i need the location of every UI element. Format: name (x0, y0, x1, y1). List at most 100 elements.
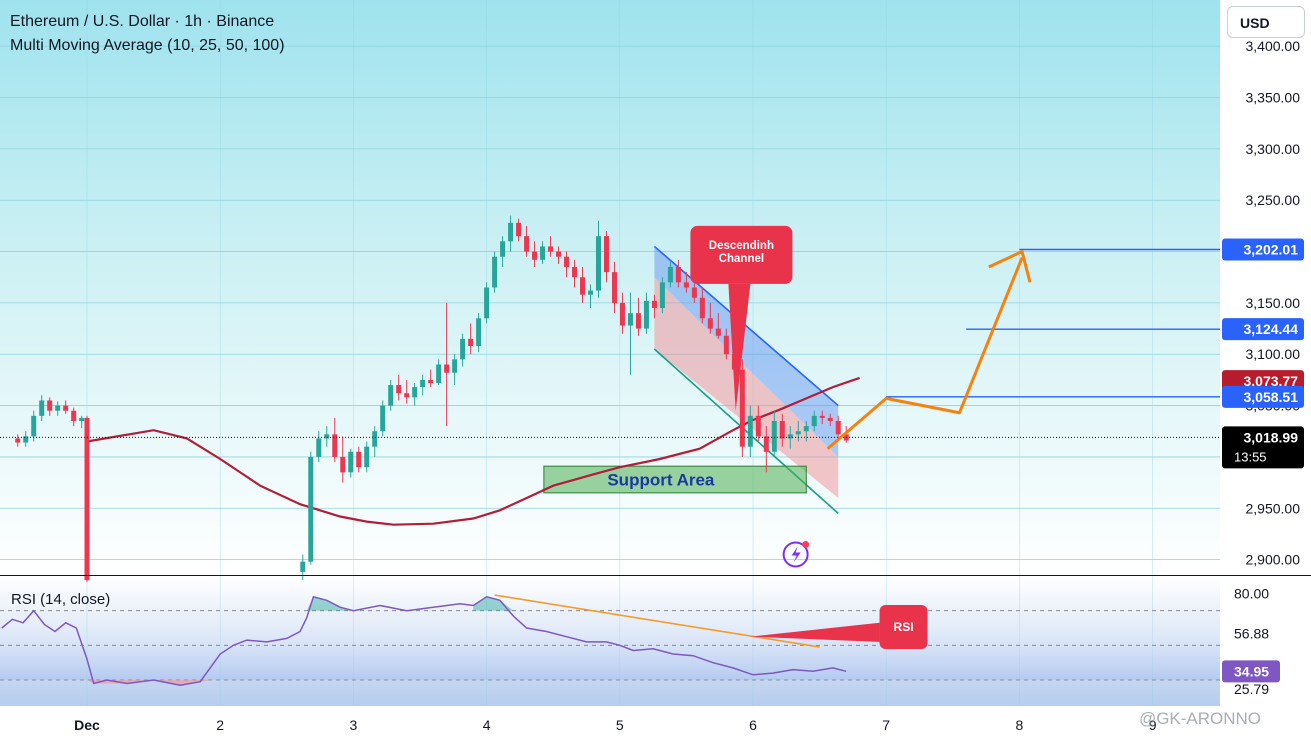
candle (827, 413, 833, 427)
candle (635, 297, 641, 336)
projection-path (826, 257, 1024, 450)
channel-lower-fill (654, 277, 839, 498)
rsi-overbought-fill (473, 596, 514, 611)
candle (691, 282, 697, 303)
indicator-title: Multi Moving Average (10, 25, 50, 100) (10, 37, 285, 54)
candle (388, 379, 394, 411)
candle-body (460, 338, 466, 360)
candle-body (300, 561, 306, 572)
candle (683, 272, 689, 293)
candle (71, 407, 77, 427)
time-axis-bg (0, 706, 1220, 743)
rsi-title: RSI (14, close) (11, 591, 110, 608)
candle (779, 413, 785, 447)
candle-body (79, 417, 85, 421)
currency-button[interactable]: USD (1227, 6, 1305, 38)
candle-body (747, 415, 753, 447)
x-tick-label: 9 (1149, 717, 1157, 733)
candle (340, 436, 346, 483)
rsi-value-tag (1222, 660, 1280, 683)
candle-body (55, 405, 61, 411)
candle-body (380, 405, 386, 432)
price-level-label: 3,202.01 (1244, 241, 1299, 257)
rsi-value-tag (1222, 622, 1280, 645)
y-tick-label: 3,150.00 (1246, 295, 1301, 311)
candle (364, 441, 370, 473)
candle-body (540, 246, 546, 260)
candle (763, 426, 769, 473)
candle (468, 323, 474, 355)
candle-body (827, 417, 833, 421)
candle-body (348, 451, 354, 473)
candle-body (39, 400, 45, 416)
candle (47, 397, 53, 416)
candle (516, 218, 522, 242)
candle-body (587, 290, 593, 295)
candle-body (635, 313, 641, 329)
candle-body (787, 434, 793, 439)
logo-dot-icon (802, 540, 810, 548)
grid (0, 0, 1220, 706)
candle-body (819, 415, 825, 418)
channel-upper-line (653, 245, 839, 407)
rsi-tick-label: 80.00 (1234, 585, 1269, 601)
candle (308, 451, 314, 565)
candle (659, 277, 665, 314)
candle-body (699, 297, 705, 319)
candle (84, 415, 90, 583)
y-tick-label: 3,350.00 (1246, 90, 1301, 106)
candle-body (556, 251, 562, 257)
candle (39, 395, 45, 421)
rsi-callout-text: RSI (894, 620, 914, 634)
candle-body (643, 300, 649, 329)
candle-body (364, 446, 370, 468)
candle (380, 400, 386, 437)
price-level-label: 3,058.51 (1244, 389, 1299, 405)
price-level-tag (1222, 238, 1304, 261)
channel-lower-line (653, 348, 839, 514)
candle (460, 333, 466, 367)
candle-body (715, 328, 721, 336)
candle-body (771, 420, 777, 452)
candle-body (324, 434, 330, 439)
candle (548, 236, 554, 257)
candle (348, 448, 354, 478)
candle (819, 410, 825, 425)
watermark-text: @GK-ARONNO (1139, 709, 1261, 728)
candle (556, 246, 562, 264)
candle-body (492, 256, 498, 288)
candle-body (516, 222, 522, 237)
candle (412, 382, 418, 406)
candle (587, 284, 593, 309)
candle-body (372, 431, 378, 447)
candle-body (548, 246, 554, 252)
candle (627, 292, 633, 375)
candle-body (308, 456, 314, 562)
candle-body (388, 385, 394, 406)
candle (316, 431, 322, 463)
candle-body (739, 369, 745, 447)
rsi-callout-pointer (750, 622, 880, 642)
candle-body (835, 420, 841, 435)
candle (324, 426, 330, 447)
price-level-tag (1222, 385, 1304, 408)
candle (667, 261, 673, 288)
candle (707, 302, 713, 334)
last-price-label: 3,018.99 (1244, 429, 1299, 445)
x-tick-label: 6 (749, 717, 757, 733)
candle-body (580, 277, 586, 295)
candle-body (63, 405, 69, 411)
candle (23, 431, 29, 447)
candle (651, 294, 657, 319)
candle (428, 369, 434, 388)
candle-body (683, 282, 689, 288)
candle-body (779, 420, 785, 439)
candle-body (811, 415, 817, 427)
candle (356, 446, 362, 473)
price-level-label: 3,124.44 (1244, 321, 1299, 337)
y-tick-label: 3,100.00 (1246, 346, 1301, 362)
candle-body (332, 434, 338, 457)
candle (540, 241, 546, 264)
